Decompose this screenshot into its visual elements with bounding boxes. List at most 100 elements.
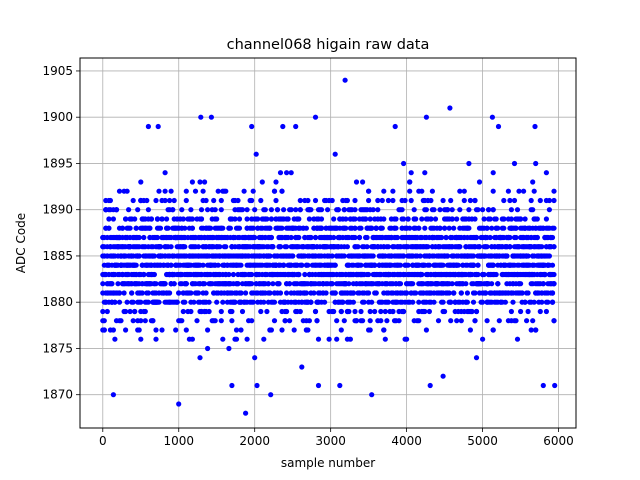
data-point <box>410 299 416 305</box>
data-point <box>123 216 129 222</box>
data-point <box>273 179 279 185</box>
data-point <box>179 318 185 324</box>
data-point <box>188 207 194 213</box>
data-point <box>189 216 195 222</box>
data-point <box>373 290 379 296</box>
data-point <box>243 410 249 416</box>
data-point <box>470 299 477 305</box>
data-point <box>480 299 486 305</box>
data-point <box>197 179 203 185</box>
data-point <box>446 290 452 296</box>
chart-title: channel068 higain raw data <box>227 37 430 53</box>
y-tick-label: 1900 <box>42 110 73 124</box>
data-point <box>344 244 350 250</box>
data-point <box>422 170 428 176</box>
data-point <box>285 216 291 222</box>
data-point <box>116 188 123 194</box>
data-point <box>457 244 463 250</box>
data-point <box>130 299 136 305</box>
data-point <box>180 308 186 315</box>
data-point <box>268 392 274 398</box>
data-point <box>265 281 271 287</box>
data-point <box>513 234 519 241</box>
data-point <box>448 318 454 324</box>
data-point <box>252 355 258 361</box>
data-point <box>206 299 212 305</box>
data-point <box>132 308 138 315</box>
data-point <box>264 216 270 222</box>
data-point <box>332 290 338 296</box>
data-point <box>448 197 454 204</box>
data-point <box>100 281 106 287</box>
data-point <box>490 262 496 268</box>
data-point <box>531 299 537 305</box>
data-point <box>419 271 425 278</box>
data-point <box>390 308 396 315</box>
data-point <box>202 179 208 185</box>
data-point <box>451 290 457 296</box>
data-point <box>367 308 373 315</box>
data-point <box>218 308 224 315</box>
data-point <box>493 216 499 222</box>
data-point <box>112 336 118 342</box>
data-point <box>215 188 221 194</box>
data-point <box>390 188 396 194</box>
data-point <box>244 207 250 213</box>
data-point <box>249 281 255 287</box>
data-point <box>198 207 205 213</box>
data-point <box>372 262 378 268</box>
data-point <box>129 290 135 296</box>
data-point <box>484 318 490 324</box>
data-point <box>405 216 411 222</box>
data-point <box>427 382 433 389</box>
data-point <box>197 355 203 361</box>
data-point <box>182 225 188 231</box>
data-point <box>183 281 189 287</box>
data-point <box>528 327 534 333</box>
data-point <box>385 244 391 250</box>
x-tick-label: 1000 <box>163 434 194 448</box>
data-point <box>358 262 364 268</box>
data-point <box>356 234 363 241</box>
data-point <box>473 234 480 241</box>
data-point <box>189 336 195 342</box>
data-point <box>194 318 200 324</box>
data-point <box>408 197 414 204</box>
data-point <box>267 225 273 231</box>
data-point <box>162 170 168 176</box>
data-point <box>136 327 142 333</box>
data-point <box>551 188 557 194</box>
data-point <box>154 234 161 241</box>
data-point <box>195 244 202 250</box>
data-point <box>288 207 294 213</box>
y-tick-label: 1885 <box>42 249 73 263</box>
data-point <box>232 216 238 222</box>
data-point <box>165 225 171 231</box>
data-point <box>448 299 454 305</box>
data-point <box>379 225 385 231</box>
data-point <box>138 336 144 342</box>
data-point <box>435 318 442 324</box>
data-point <box>507 244 513 250</box>
data-point <box>487 216 493 222</box>
data-point <box>407 179 413 185</box>
data-point <box>501 216 507 222</box>
data-point <box>106 216 112 222</box>
data-point <box>350 290 356 296</box>
data-point <box>195 290 202 296</box>
data-point <box>176 290 182 296</box>
data-point <box>157 225 164 231</box>
data-point <box>466 225 472 231</box>
data-point <box>318 225 325 231</box>
data-point <box>397 262 404 268</box>
data-point <box>507 234 513 241</box>
data-point <box>401 160 407 167</box>
data-point <box>461 188 467 194</box>
data-point <box>271 318 278 324</box>
data-point <box>239 207 246 213</box>
data-point <box>280 123 286 130</box>
data-point <box>513 225 519 231</box>
data-point <box>487 234 493 241</box>
data-point <box>366 188 372 194</box>
